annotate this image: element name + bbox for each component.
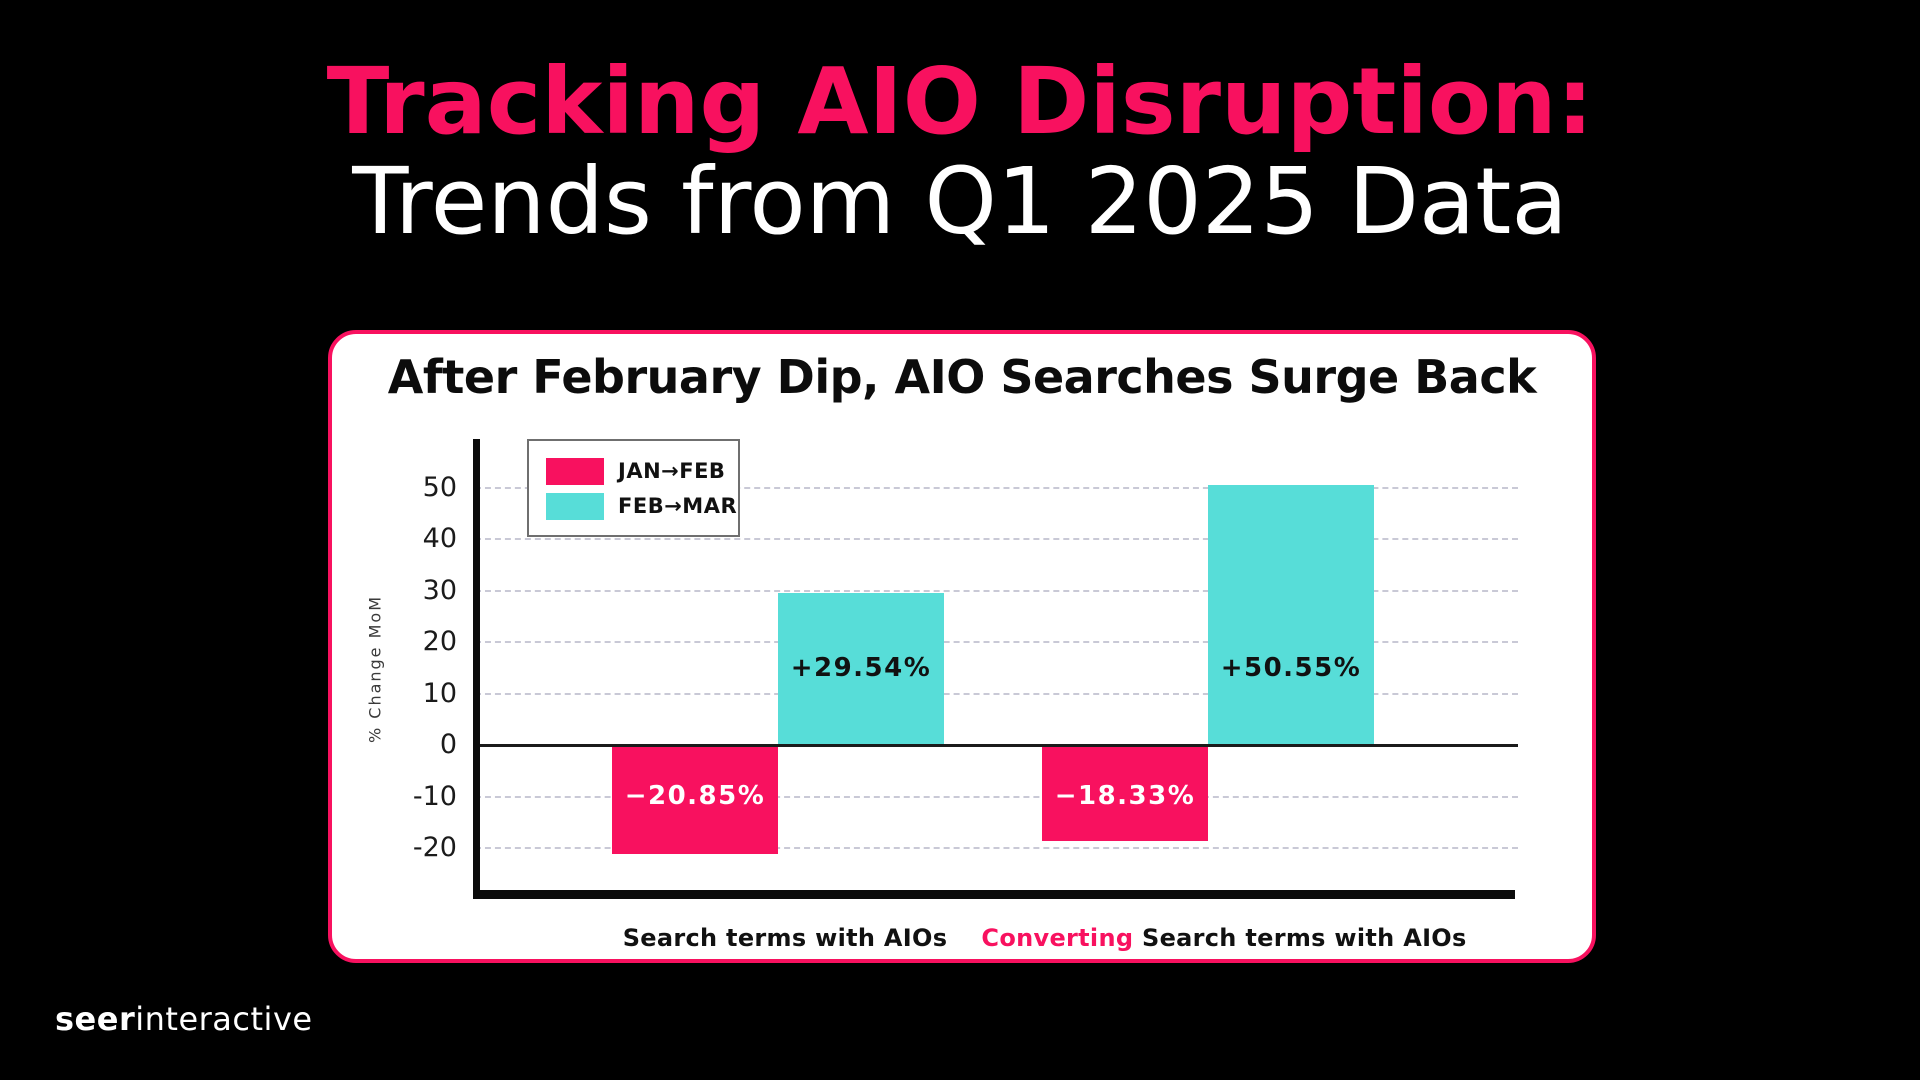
x-axis-category-text: Search terms with AIOs: [1133, 924, 1467, 952]
main-title: Tracking AIO Disruption: Trends from Q1 …: [0, 52, 1920, 252]
y-tick-30: 30: [422, 574, 457, 606]
y-tick-50: 50: [422, 471, 457, 503]
legend-label-jan-feb: JAN→FEB: [618, 459, 726, 483]
logo-interactive: interactive: [135, 1000, 313, 1038]
bar-value-label-feb-mar-group-1: +50.55%: [1220, 653, 1362, 683]
x-axis-category-highlight: Converting: [981, 924, 1134, 952]
chart-card: After February Dip, AIO Searches Surge B…: [328, 330, 1596, 963]
main-title-line2: Trends from Q1 2025 Data: [352, 148, 1568, 255]
x-axis-category-search-terms: Search terms with AIOs: [623, 924, 948, 952]
legend: JAN→FEB FEB→MAR: [527, 439, 740, 537]
legend-swatch-jan-feb: [546, 458, 604, 485]
main-title-line1: Tracking AIO Disruption:: [326, 48, 1594, 155]
bar-value-label-jan-feb-group-0: −20.85%: [624, 781, 766, 811]
x-axis-line: [473, 890, 1515, 899]
x-axis-category-text: Search terms with AIOs: [622, 924, 948, 952]
legend-swatch-feb-mar: [546, 493, 604, 520]
plot-area: % Change MoM 50 40 30 20 10 0 -10 -20 −20.85% −1…: [366, 439, 1518, 899]
chart-title: After February Dip, AIO Searches Surge B…: [387, 350, 1537, 404]
gridline--10: [475, 795, 1518, 798]
y-axis-label: % Change MoM: [365, 594, 385, 744]
y-tick-10: 10: [422, 677, 457, 709]
y-tick--20: -20: [412, 832, 457, 863]
gridline-10: [475, 692, 1518, 695]
gridline--20: [475, 847, 1518, 849]
bar-value-label-jan-feb-group-1: −18.33%: [1054, 781, 1196, 811]
bar-value-label-feb-mar-group-0: +29.54%: [790, 653, 932, 683]
y-axis-line: [473, 439, 480, 899]
bar-jan-feb-group-1: [1042, 747, 1208, 842]
y-tick-40: 40: [422, 523, 457, 554]
gridline-20: [475, 641, 1518, 643]
bar-feb-mar-group-1: [1208, 484, 1374, 745]
y-tick--10: -10: [412, 780, 457, 812]
gridline-30: [475, 589, 1518, 592]
zero-line: [475, 744, 1518, 747]
x-axis-category-converting-search-terms: Converting Search terms with AIOs: [981, 924, 1466, 952]
legend-label-feb-mar: FEB→MAR: [618, 494, 738, 518]
gridline-40: [475, 538, 1518, 540]
logo-seer: seer: [55, 1000, 136, 1038]
bar-jan-feb-group-0: [612, 747, 778, 855]
seer-interactive-logo: seerinteractive: [55, 1000, 313, 1038]
bar-feb-mar-group-0: [778, 592, 944, 745]
y-tick-20: 20: [422, 626, 457, 657]
gridline-50: [475, 486, 1518, 489]
y-tick-0: 0: [439, 729, 457, 760]
